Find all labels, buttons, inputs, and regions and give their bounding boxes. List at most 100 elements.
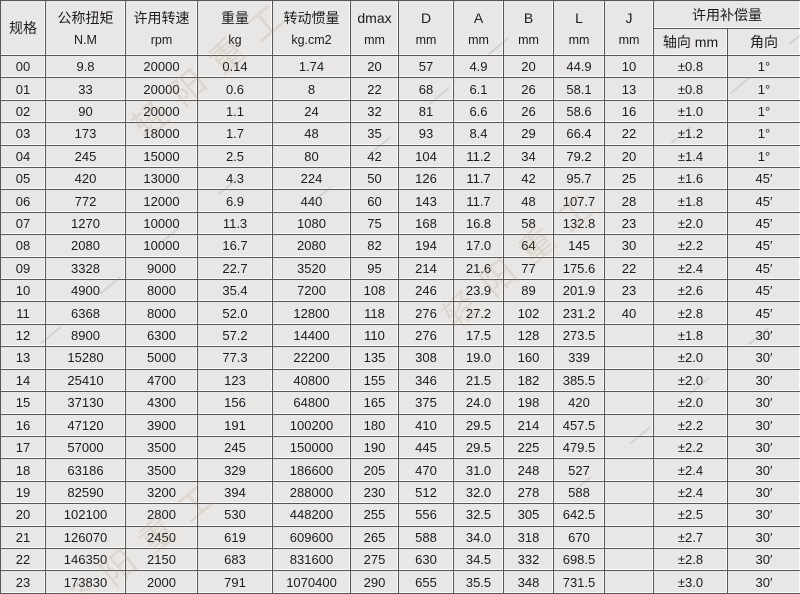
table-cell: 57.2 bbox=[197, 323, 273, 348]
table-cell bbox=[604, 525, 654, 549]
table-cell: 50 bbox=[350, 167, 399, 191]
table-cell: 21 bbox=[0, 525, 46, 549]
table-cell: 20 bbox=[503, 54, 554, 79]
table-cell: 126070 bbox=[45, 525, 126, 549]
table-row: 02 90 20000 1.1 24 32 81 6.6 26 58.6 16 ±1.0 1° bbox=[0, 99, 800, 124]
table-cell: 512 bbox=[398, 480, 454, 505]
table-cell: 2080 bbox=[45, 234, 126, 258]
header-D: D mm bbox=[398, 0, 454, 56]
table-cell: 11.3 bbox=[197, 211, 273, 236]
table-cell: 9.8 bbox=[45, 54, 126, 79]
header-L: L mm bbox=[553, 0, 605, 56]
table-cell: 13 bbox=[604, 77, 654, 101]
table-cell: 30 bbox=[604, 234, 654, 258]
table-cell: 135 bbox=[350, 346, 399, 370]
table-cell: 27.2 bbox=[453, 301, 504, 325]
table-cell: 198 bbox=[503, 391, 554, 415]
table-cell: 17.0 bbox=[453, 234, 504, 258]
table-cell: 60 bbox=[350, 189, 399, 213]
table-cell: 126 bbox=[398, 167, 454, 191]
table-cell: ±0.8 bbox=[653, 54, 728, 79]
table-cell: 655 bbox=[398, 570, 454, 594]
table-cell: 20 bbox=[604, 144, 654, 169]
table-cell: 90 bbox=[45, 99, 126, 124]
table-cell: 89 bbox=[503, 279, 554, 303]
table-cell: 1270 bbox=[45, 211, 126, 236]
table-cell: 245 bbox=[45, 144, 126, 169]
table-cell: 1.74 bbox=[272, 54, 351, 79]
table-cell: 6.1 bbox=[453, 77, 504, 101]
table-cell: 42 bbox=[503, 167, 554, 191]
table-cell: 45′ bbox=[727, 279, 800, 303]
table-cell: ±1.2 bbox=[653, 122, 728, 146]
table-row: 08 2080 10000 16.7 2080 82 194 17.0 64 145 30 ±2.2 4… bbox=[0, 234, 800, 258]
table-cell: 20000 bbox=[125, 77, 198, 101]
table-cell: 40800 bbox=[272, 368, 351, 393]
table-cell: 276 bbox=[398, 323, 454, 348]
table-cell: 17 bbox=[0, 435, 46, 460]
table-cell: 3200 bbox=[125, 480, 198, 505]
table-cell: 14400 bbox=[272, 323, 351, 348]
table-cell: 556 bbox=[398, 503, 454, 527]
table-cell: 394 bbox=[197, 480, 273, 505]
table-cell: 791 bbox=[197, 570, 273, 594]
table-cell: ±2.7 bbox=[653, 525, 728, 549]
table-cell: 831600 bbox=[272, 547, 351, 572]
table-cell: 123 bbox=[197, 368, 273, 393]
table-cell: 30′ bbox=[727, 547, 800, 572]
table-cell: 03 bbox=[0, 122, 46, 146]
table-cell: 31.0 bbox=[453, 458, 504, 482]
table-cell: 07 bbox=[0, 211, 46, 236]
table-cell: 0.14 bbox=[197, 54, 273, 79]
table-cell: 173 bbox=[45, 122, 126, 146]
table-row: 03 173 18000 1.7 48 35 93 8.4 29 66.4 22 ±1.2 1° bbox=[0, 122, 800, 146]
table-cell: 278 bbox=[503, 480, 554, 505]
table-cell: 32 bbox=[350, 99, 399, 124]
table-cell: 194 bbox=[398, 234, 454, 258]
table-cell: 145 bbox=[553, 234, 605, 258]
table-cell: 34.0 bbox=[453, 525, 504, 549]
table-cell: 186600 bbox=[272, 458, 351, 482]
table-cell: 245 bbox=[197, 435, 273, 460]
table-cell: 3328 bbox=[45, 256, 126, 281]
table-row: 15 37130 4300 156 64800 165 375 24.0 198 420 ±2.0 3… bbox=[0, 391, 800, 415]
table-cell: 22.7 bbox=[197, 256, 273, 281]
table-cell: 329 bbox=[197, 458, 273, 482]
table-cell: 1° bbox=[727, 99, 800, 124]
table-row: 22 146350 2150 683 831600 275 630 34.5 332 698.5 ±… bbox=[0, 547, 800, 572]
table-cell: 182 bbox=[503, 368, 554, 393]
table-cell: 2.5 bbox=[197, 144, 273, 169]
table-cell: 30′ bbox=[727, 480, 800, 505]
table-cell: ±2.8 bbox=[653, 547, 728, 572]
table-cell: ±2.6 bbox=[653, 279, 728, 303]
table-cell: 29 bbox=[503, 122, 554, 146]
table-cell: 47120 bbox=[45, 413, 126, 437]
table-cell: 132.8 bbox=[553, 211, 605, 236]
table-cell: 68 bbox=[398, 77, 454, 101]
table-cell bbox=[604, 323, 654, 348]
table-cell: 20 bbox=[350, 54, 399, 79]
table-cell: 3520 bbox=[272, 256, 351, 281]
table-cell: 0.6 bbox=[197, 77, 273, 101]
table-cell: 64 bbox=[503, 234, 554, 258]
table-cell: 385.5 bbox=[553, 368, 605, 393]
table-cell: 10 bbox=[604, 54, 654, 79]
table-cell: 95.7 bbox=[553, 167, 605, 191]
table-cell: 66.4 bbox=[553, 122, 605, 146]
table-cell: 107.7 bbox=[553, 189, 605, 213]
table-cell: 104 bbox=[398, 144, 454, 169]
table-cell: 20 bbox=[0, 503, 46, 527]
table-cell: ±2.4 bbox=[653, 480, 728, 505]
table-cell: 12 bbox=[0, 323, 46, 348]
table-cell: 58.1 bbox=[553, 77, 605, 101]
table-cell: 168 bbox=[398, 211, 454, 236]
table-cell: 1° bbox=[727, 144, 800, 169]
table-cell: 12800 bbox=[272, 301, 351, 325]
header-spec-label: 规格 bbox=[9, 20, 37, 36]
table-cell: 45′ bbox=[727, 167, 800, 191]
table-cell: 45′ bbox=[727, 211, 800, 236]
table-cell: 479.5 bbox=[553, 435, 605, 460]
table-cell: 30′ bbox=[727, 346, 800, 370]
table-cell: 19 bbox=[0, 480, 46, 505]
